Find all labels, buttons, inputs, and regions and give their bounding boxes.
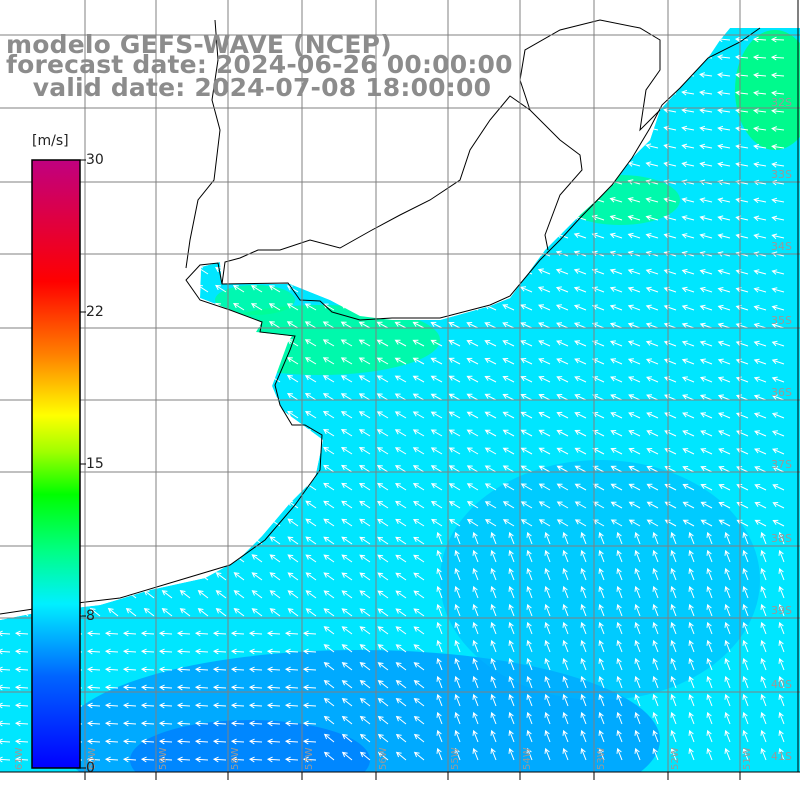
lat-label: 34S xyxy=(771,240,792,253)
lat-label: 33S xyxy=(771,168,792,181)
colorbar-ramp xyxy=(31,159,81,769)
title-valid-date: valid date: 2024-07-08 18:00:00 xyxy=(6,73,492,102)
lat-label: 41S xyxy=(771,750,792,763)
colorbar xyxy=(31,159,86,769)
colorbar-tick: 15 xyxy=(86,456,104,472)
lon-label: 52W xyxy=(670,747,681,770)
lon-label: 59W xyxy=(158,747,169,770)
lon-label: 55W xyxy=(450,747,461,770)
lon-label: 61W xyxy=(14,747,25,770)
blue-patch-deep xyxy=(130,720,370,772)
lat-label: 40S xyxy=(771,678,792,691)
lon-label: 54W xyxy=(522,747,533,770)
coastline xyxy=(0,19,761,615)
land-mass xyxy=(0,0,800,620)
lon-label: 56W xyxy=(378,747,389,770)
lat-lon-grid xyxy=(0,0,800,772)
green-patch-ne xyxy=(735,30,800,150)
lon-label: 57W xyxy=(304,747,315,770)
lat-label: 32S xyxy=(771,96,792,109)
lon-label: 58W xyxy=(230,747,241,770)
lat-label: 39S xyxy=(771,604,792,617)
colorbar-unit: [m/s] xyxy=(32,133,69,149)
longitude-labels: 61W 60W 59W 58W 57W 56W 55W 54W 53W 52W … xyxy=(14,747,753,770)
lon-label: 53W xyxy=(596,747,607,770)
lat-label: 36S xyxy=(771,386,792,399)
colorbar-tick: 8 xyxy=(86,608,95,624)
latitude-labels: 32S 33S 34S 35S 36S 37S 38S 39S 40S 41S xyxy=(771,96,792,763)
lon-label: 51W xyxy=(742,747,753,770)
lat-label: 35S xyxy=(771,314,792,327)
lat-label: 38S xyxy=(771,532,792,545)
title-forecast-date: forecast date: 2024-06-26 00:00:00 xyxy=(6,50,513,79)
title-model: modelo GEFS-WAVE (NCEP) xyxy=(6,30,392,59)
frame-ticks xyxy=(0,0,800,780)
colorbar-tick: 30 xyxy=(86,152,104,168)
colorbar-tick: 22 xyxy=(86,304,104,320)
colorbar-tick: 0 xyxy=(86,760,95,776)
lat-label: 37S xyxy=(771,458,792,471)
lon-label: 60W xyxy=(87,747,98,770)
